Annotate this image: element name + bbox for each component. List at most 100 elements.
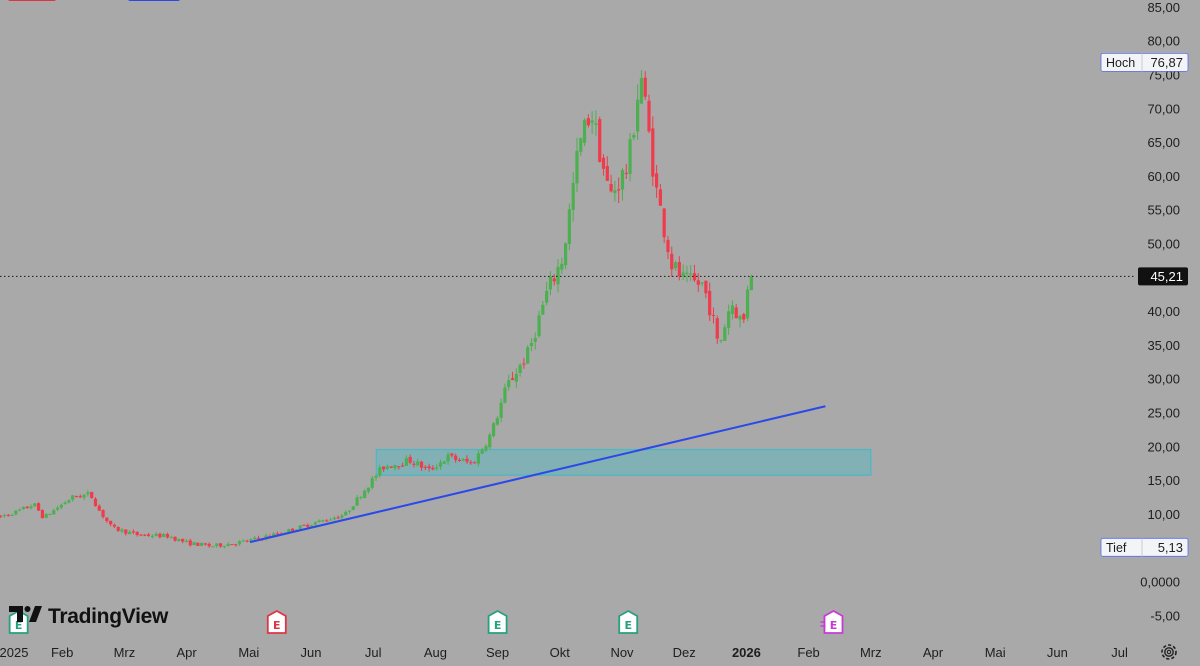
candle-body	[571, 183, 575, 210]
candle-body	[613, 190, 617, 194]
candle	[366, 487, 371, 494]
candle-body	[400, 465, 405, 467]
time-axis-tick: 2025	[0, 645, 28, 660]
candle	[351, 506, 355, 511]
candle-body	[177, 539, 181, 542]
candle	[165, 532, 170, 539]
candle-body	[74, 496, 79, 498]
price-axis-tick: 65,00	[1147, 135, 1180, 150]
time-axis[interactable]: 2025 Feb Mrz Apr Mai Jun Jul Aug Sep Okt Nov Dez 202…	[0, 645, 1128, 660]
candle-body	[431, 467, 435, 470]
candle	[503, 383, 507, 404]
candle	[734, 304, 738, 319]
candle-body	[382, 466, 386, 470]
low-tag[interactable]: Tief 5,13	[1100, 537, 1189, 557]
candle-body	[6, 514, 10, 516]
candle	[541, 301, 545, 315]
candle-body	[711, 314, 716, 316]
candle-body	[393, 465, 397, 469]
candle-body	[408, 456, 412, 463]
candle	[332, 516, 336, 521]
candle-body	[40, 509, 44, 519]
candle-body	[237, 541, 242, 545]
legend-swatch-blue[interactable]	[128, 0, 180, 1]
time-axis-tick: Okt	[550, 645, 571, 660]
candle	[207, 542, 211, 548]
candle-body	[609, 184, 613, 192]
earnings-event-marker[interactable]: E	[820, 609, 844, 634]
candle-body	[302, 524, 306, 526]
candle-body	[495, 418, 499, 425]
candle	[689, 264, 693, 282]
candle-body	[681, 272, 685, 277]
legend-swatch-red[interactable]	[8, 0, 56, 1]
candle	[173, 536, 177, 542]
candle-body	[120, 529, 124, 532]
candle-body	[90, 491, 94, 499]
candle-body	[476, 453, 480, 464]
candle	[222, 545, 226, 549]
candle-body	[488, 434, 492, 448]
high-tag-label: Hoch	[1106, 56, 1135, 70]
candle-body	[590, 120, 594, 123]
candle-body	[347, 510, 352, 512]
candle-body	[272, 533, 276, 537]
candle-body	[207, 543, 211, 547]
earnings-letter: E	[494, 619, 502, 632]
candle	[431, 465, 435, 471]
candle	[681, 264, 685, 280]
earnings-event-marker[interactable]: E	[618, 609, 639, 634]
price-axis-tick: 25,00	[1147, 406, 1180, 421]
candle	[563, 242, 568, 270]
price-axis[interactable]: 85,0080,0075,0070,0065,0060,0055,0050,00…	[1140, 0, 1180, 623]
candle	[416, 458, 420, 467]
candle-body	[586, 118, 590, 126]
earnings-event-marker[interactable]: E	[266, 609, 287, 634]
candle	[590, 111, 594, 134]
candle-body	[639, 78, 644, 104]
candle-body	[264, 535, 268, 540]
candle-body	[677, 261, 681, 277]
candle	[370, 475, 374, 490]
candle-body	[617, 189, 621, 191]
candle	[63, 500, 67, 505]
candle-body	[344, 512, 348, 516]
candle-body	[628, 139, 632, 174]
candle	[0, 514, 3, 519]
candle	[211, 546, 215, 548]
candle	[317, 519, 321, 523]
candle-body	[738, 316, 742, 320]
candle-body	[749, 276, 753, 291]
candle	[124, 529, 128, 536]
candle	[67, 499, 71, 504]
candle	[374, 474, 378, 481]
candle-body	[594, 123, 598, 125]
candle	[385, 464, 390, 471]
candle-body	[105, 517, 109, 522]
candle	[639, 70, 644, 104]
candle	[397, 466, 401, 470]
time-axis-tick: Feb	[51, 645, 73, 660]
candle-body	[560, 263, 564, 270]
candle	[488, 432, 492, 450]
candle-body	[86, 492, 90, 495]
candle	[48, 513, 52, 516]
candle	[579, 137, 583, 156]
price-axis-tick: 85,00	[1147, 0, 1180, 15]
candle	[548, 271, 553, 296]
price-axis-tick: 15,00	[1147, 473, 1180, 488]
candle-body	[25, 506, 29, 509]
candle	[454, 453, 458, 463]
candle	[74, 495, 79, 498]
candle	[446, 452, 450, 465]
candle	[476, 449, 480, 467]
earnings-event-marker[interactable]: E	[487, 609, 508, 634]
high-tag[interactable]: Hoch 76,87	[1100, 52, 1189, 72]
settings-gear-icon[interactable]	[1161, 644, 1177, 660]
candle	[218, 542, 223, 548]
candle-body	[719, 340, 723, 342]
trendline[interactable]	[249, 405, 826, 544]
last-price-tag[interactable]: 45,21	[1138, 267, 1188, 286]
candle	[727, 304, 731, 335]
